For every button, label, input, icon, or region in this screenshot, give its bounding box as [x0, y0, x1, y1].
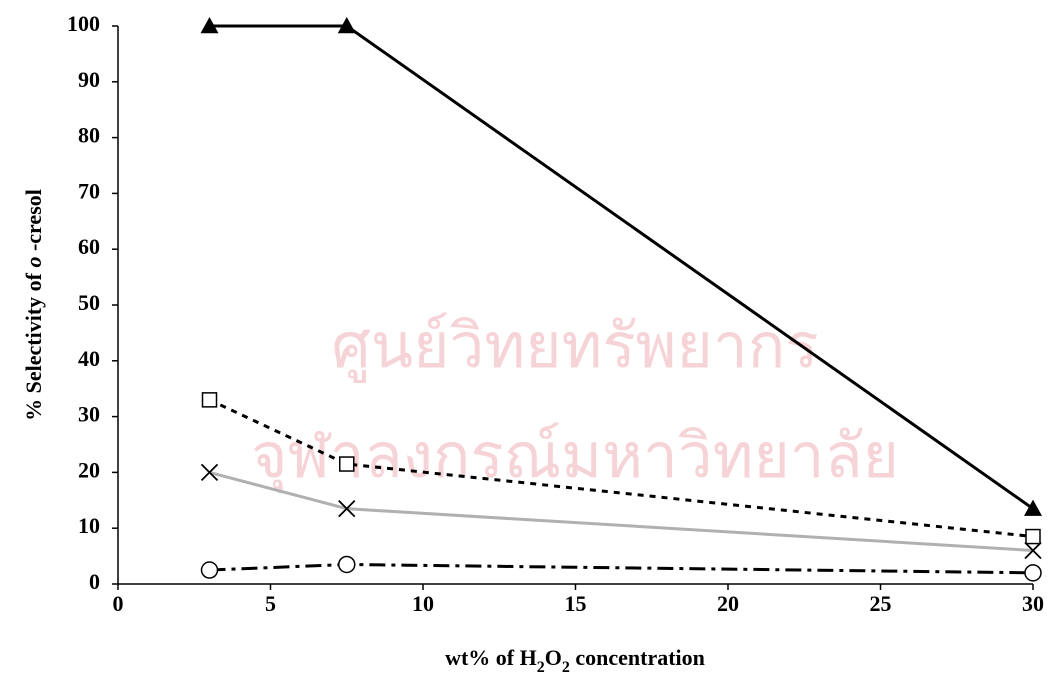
series-line [210, 564, 1034, 572]
y-tick-label: 0 [89, 569, 100, 594]
x-tick-label: 5 [265, 591, 276, 616]
y-tick-label: 10 [78, 513, 100, 538]
y-tick-label: 70 [78, 178, 100, 203]
x-axis-label-part: concentration [570, 645, 705, 670]
x-axis-label-part: 2 [562, 659, 570, 676]
x-tick-label: 30 [1022, 591, 1044, 616]
x-tick-label: 15 [565, 591, 587, 616]
y-tick-label: 90 [78, 67, 100, 92]
y-axis-label: % Selectivity of o -cresol [21, 189, 46, 421]
marker [1024, 500, 1042, 516]
watermark: ศูนย์วิทยทรัพยากร [331, 309, 818, 383]
y-tick-label: 100 [67, 11, 100, 36]
y-tick-label: 40 [78, 346, 100, 371]
x-axis-label-part: wt% of H [445, 645, 537, 670]
marker [1026, 530, 1040, 544]
marker [203, 393, 217, 407]
y-tick-label: 20 [78, 457, 100, 482]
x-axis-label-part: 2 [537, 659, 545, 676]
x-tick-label: 20 [717, 591, 739, 616]
marker [340, 457, 354, 471]
watermark: จุฬาลงกรณ์มหาวิทยาลัย [251, 419, 899, 493]
y-tick-label: 30 [78, 402, 100, 427]
y-axis-label-part: o [21, 257, 46, 268]
x-tick-label: 25 [870, 591, 892, 616]
y-tick-label: 80 [78, 123, 100, 148]
y-tick-label: 50 [78, 290, 100, 315]
y-axis-label-part: % Selectivity of [21, 268, 46, 421]
marker [1025, 565, 1041, 581]
x-axis-label-part: O [545, 645, 562, 670]
y-tick-label: 60 [78, 234, 100, 259]
chart: ศูนย์วิทยทรัพยากรจุฬาลงกรณ์มหาวิทยาลัย 0 1… [0, 0, 1052, 687]
marker [339, 556, 355, 572]
marker [202, 562, 218, 578]
y-axis-label-part: -cresol [21, 189, 46, 256]
x-axis-label: wt% of H2O2 concentration [445, 645, 705, 676]
x-tick-label: 0 [113, 591, 124, 616]
x-tick-label: 10 [412, 591, 434, 616]
